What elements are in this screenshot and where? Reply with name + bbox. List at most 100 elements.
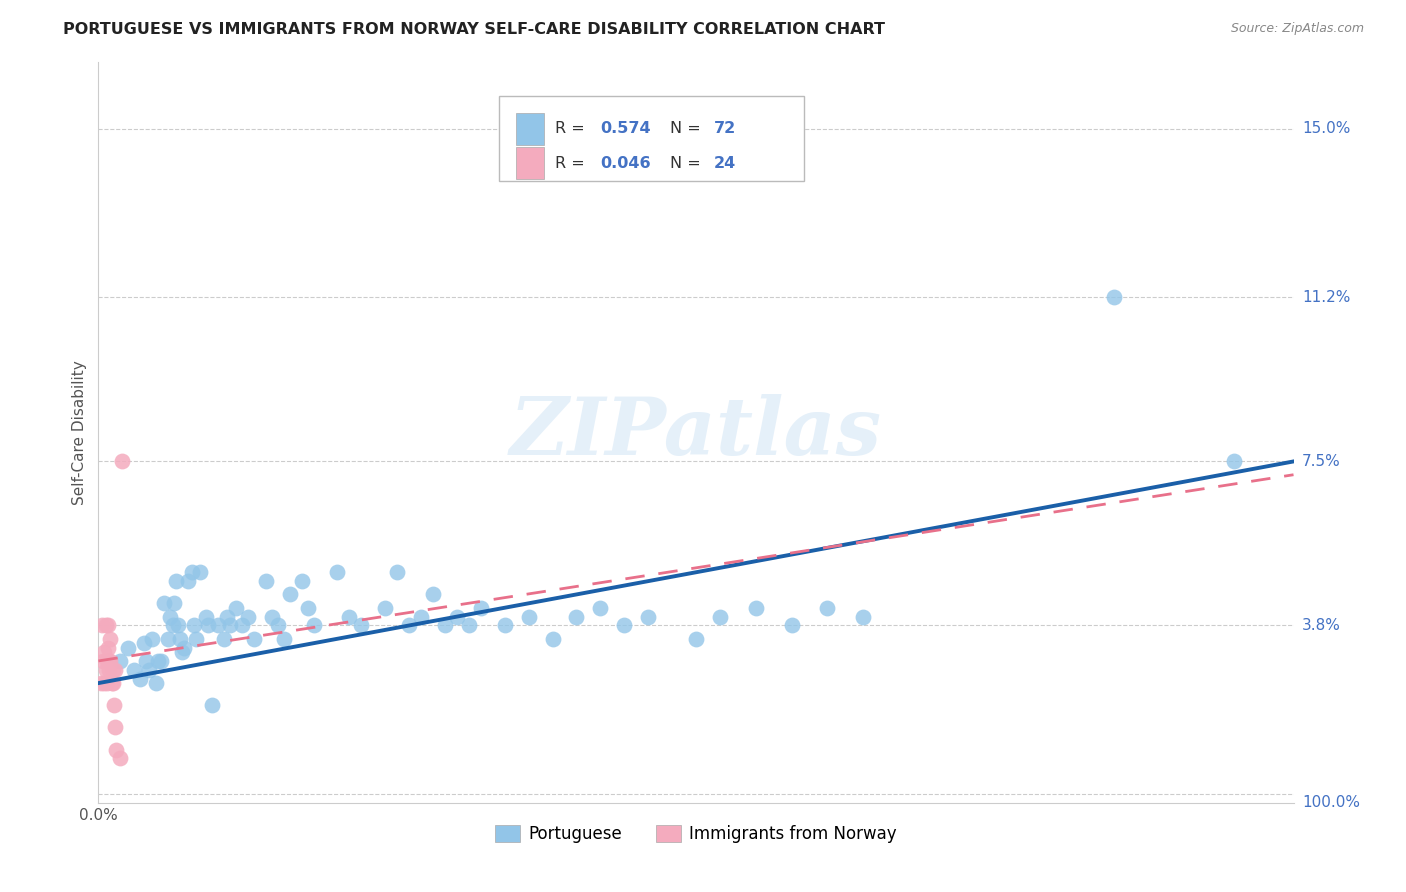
Point <box>685 632 707 646</box>
Point <box>98 663 121 677</box>
Point <box>173 640 195 655</box>
Point <box>350 618 373 632</box>
Point <box>117 640 139 655</box>
Point <box>167 618 190 632</box>
Point <box>201 698 224 713</box>
Point <box>132 636 155 650</box>
Point <box>108 654 131 668</box>
Point <box>111 454 134 468</box>
Point <box>434 618 457 632</box>
Point <box>494 618 516 632</box>
FancyBboxPatch shape <box>516 147 544 179</box>
Text: 0.574: 0.574 <box>600 121 651 136</box>
Point <box>90 676 112 690</box>
Point <box>458 618 481 632</box>
Point <box>637 609 659 624</box>
Point <box>422 587 444 601</box>
Point <box>153 596 176 610</box>
Point <box>291 574 314 588</box>
Point <box>186 632 208 646</box>
Point <box>195 609 218 624</box>
Point <box>297 600 319 615</box>
Point <box>780 618 803 632</box>
Text: R =: R = <box>555 156 591 170</box>
Point <box>141 632 163 646</box>
Text: 7.5%: 7.5% <box>1302 454 1340 469</box>
Point <box>231 618 253 632</box>
Legend: Portuguese, Immigrants from Norway: Portuguese, Immigrants from Norway <box>489 819 903 850</box>
Point <box>219 618 242 632</box>
Point <box>852 609 875 624</box>
Point <box>100 676 122 690</box>
Text: ZIPatlas: ZIPatlas <box>510 394 882 471</box>
Point <box>138 663 160 677</box>
Point <box>613 618 636 632</box>
Point <box>374 600 396 615</box>
Point <box>541 632 564 646</box>
Text: Source: ZipAtlas.com: Source: ZipAtlas.com <box>1230 22 1364 36</box>
Point <box>273 632 295 646</box>
Point <box>302 618 325 632</box>
Text: PORTUGUESE VS IMMIGRANTS FROM NORWAY SELF-CARE DISABILITY CORRELATION CHART: PORTUGUESE VS IMMIGRANTS FROM NORWAY SEL… <box>63 22 886 37</box>
Point <box>98 632 122 646</box>
Point <box>96 676 118 690</box>
Point <box>446 609 468 624</box>
Text: 0.046: 0.046 <box>600 156 651 170</box>
Point <box>91 654 114 668</box>
Point <box>93 645 115 659</box>
Point <box>169 632 191 646</box>
Point <box>709 609 731 624</box>
Point <box>183 618 205 632</box>
Point <box>177 574 200 588</box>
Point <box>236 609 259 624</box>
Text: N =: N = <box>669 156 706 170</box>
Point <box>565 609 588 624</box>
FancyBboxPatch shape <box>516 112 544 145</box>
Point <box>470 600 492 615</box>
Point <box>103 698 125 713</box>
Point <box>815 600 838 615</box>
Point <box>411 609 433 624</box>
Text: R =: R = <box>555 121 591 136</box>
Point <box>105 742 128 756</box>
Text: 11.2%: 11.2% <box>1302 290 1350 305</box>
Point <box>124 663 146 677</box>
Text: 24: 24 <box>714 156 737 170</box>
Point <box>254 574 277 588</box>
Point <box>188 566 211 580</box>
Point <box>163 596 186 610</box>
Point <box>149 654 172 668</box>
Point <box>94 618 117 632</box>
Point <box>339 609 361 624</box>
Point <box>1104 290 1126 304</box>
Point <box>326 566 349 580</box>
Point <box>278 587 301 601</box>
Point <box>97 618 120 632</box>
Point <box>159 609 181 624</box>
Point <box>165 574 187 588</box>
Y-axis label: Self-Care Disability: Self-Care Disability <box>72 360 87 505</box>
Point <box>225 600 247 615</box>
Point <box>148 654 170 668</box>
Point <box>172 645 194 659</box>
Point <box>1223 454 1246 468</box>
Point <box>745 600 768 615</box>
Point <box>385 566 409 580</box>
Text: 15.0%: 15.0% <box>1302 121 1350 136</box>
Point <box>398 618 420 632</box>
Point <box>212 632 235 646</box>
Text: N =: N = <box>669 121 706 136</box>
Point <box>197 618 219 632</box>
Point <box>135 654 157 668</box>
Point <box>101 676 124 690</box>
Point <box>94 663 117 677</box>
Point <box>129 672 152 686</box>
Point <box>217 609 239 624</box>
Point <box>101 663 124 677</box>
Point <box>96 654 118 668</box>
Point <box>260 609 283 624</box>
Point <box>267 618 290 632</box>
Point <box>145 676 167 690</box>
Point <box>108 751 131 765</box>
Point <box>243 632 266 646</box>
